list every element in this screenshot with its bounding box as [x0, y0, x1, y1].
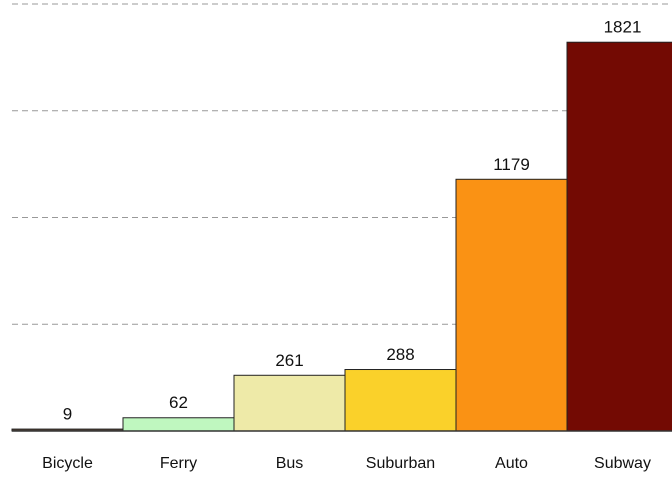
bar [122, 417, 235, 432]
bar [455, 178, 568, 432]
x-tick-label: Ferry [160, 455, 197, 472]
value-label: 1821 [604, 18, 642, 37]
value-label: 1179 [493, 155, 530, 174]
value-label: 261 [275, 351, 303, 370]
bar [344, 369, 457, 432]
bar [566, 41, 672, 432]
x-tick-label: Bicycle [42, 455, 93, 472]
x-tick-label: Auto [495, 455, 528, 472]
x-tick-label: Suburban [366, 455, 435, 472]
value-label: 9 [63, 405, 72, 424]
value-label: 62 [169, 393, 188, 412]
x-tick-label: Subway [594, 455, 651, 472]
x-tick-label: Bus [276, 455, 304, 472]
value-label: 288 [386, 345, 414, 364]
bar [233, 374, 346, 432]
